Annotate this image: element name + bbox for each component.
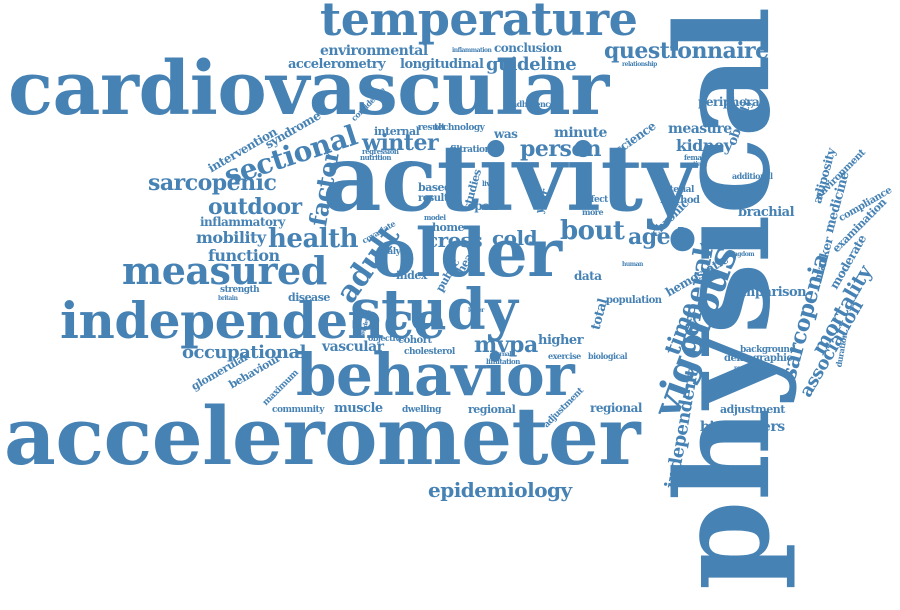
word-minute: minute xyxy=(554,125,607,141)
word-kingdom: kingdom xyxy=(728,251,755,258)
word-vigorous: comparison xyxy=(726,285,807,300)
word-older: older xyxy=(372,214,562,292)
word-measured: measured xyxy=(122,248,327,293)
word-home: home xyxy=(432,221,464,234)
word-objective: cohort xyxy=(398,335,432,346)
word-was: was xyxy=(494,127,518,141)
word-inflammation: inflammation xyxy=(452,47,492,54)
word-result2: result xyxy=(418,193,448,204)
word-variation: variation xyxy=(700,239,751,252)
word-analyse: analyse xyxy=(376,247,411,257)
word-outdoor: outdoor xyxy=(208,194,302,220)
word-muscle: regional xyxy=(468,403,516,416)
word-data: data xyxy=(574,269,602,283)
word-arterial: arterial xyxy=(660,185,694,195)
word-internal: internal xyxy=(374,125,420,138)
word-health: health xyxy=(268,224,359,254)
word-aged: aged xyxy=(628,224,686,250)
word-human: human xyxy=(622,261,643,268)
word-temperature: temperature xyxy=(320,0,638,46)
word-diurnal: exercise xyxy=(548,351,581,361)
word-strength: disease xyxy=(288,291,330,304)
word-evidence: objective xyxy=(368,333,404,343)
word-technology: technology xyxy=(434,123,485,133)
word-living: living xyxy=(482,179,502,188)
word-cold: cold xyxy=(492,226,538,250)
word-total: population xyxy=(606,295,662,306)
word-conclusion: conclusion xyxy=(494,41,562,55)
word-demographic: prospective xyxy=(734,365,768,372)
word-mvpa: higher xyxy=(538,333,584,348)
word-higher: vascular xyxy=(322,339,384,355)
word-nutrition: nutrition xyxy=(360,153,391,162)
word-independent: community xyxy=(272,405,324,415)
word-disease: study xyxy=(350,277,518,343)
word-community: dwelling xyxy=(402,405,441,415)
word-adjustment: adjustment xyxy=(720,403,785,416)
word-result: result xyxy=(418,123,445,133)
word-measure: measure xyxy=(668,121,732,137)
word-longitudinal: longitudinal xyxy=(400,57,484,72)
word-adherence: adherence xyxy=(512,99,555,109)
word-patient: patient xyxy=(686,161,707,168)
word-exercise: biological xyxy=(588,351,628,361)
word-winter: winter xyxy=(362,130,439,156)
word-duration: muscle xyxy=(334,401,383,416)
word-function: function xyxy=(208,246,280,265)
word-method: method xyxy=(660,195,700,206)
word-additional: additional xyxy=(732,171,773,181)
word-questionnaire: questionnaire xyxy=(604,38,769,64)
word-biological: background xyxy=(740,345,796,355)
word-prospective: occupational xyxy=(182,342,307,363)
word-sarcopenic: sarcopenic xyxy=(148,170,277,196)
word-regression: regression xyxy=(362,147,399,156)
word-index: index xyxy=(396,269,427,282)
word-maximum: limitation xyxy=(486,357,520,366)
word-britain: lower xyxy=(468,307,484,314)
word-environmental: environmental xyxy=(320,43,428,59)
word-association: independence xyxy=(60,291,445,350)
word-background: demographic xyxy=(724,353,793,364)
word-mobility: mobility xyxy=(196,228,266,247)
word-bout: bout xyxy=(560,216,625,246)
word-filtration: filtration xyxy=(450,145,491,155)
word-inflammatory: inflammatory xyxy=(200,215,285,229)
word-biomarkers: biomarkers xyxy=(700,419,785,435)
word-relationship: relationship xyxy=(622,61,657,68)
word-person: person xyxy=(520,136,602,162)
word-vascular: cholesterol xyxy=(404,347,455,357)
word-accelerometer: accelerometer xyxy=(4,389,641,483)
word-cohort: mvpa xyxy=(474,332,538,358)
word-more: more xyxy=(582,207,604,217)
word-cardiovascular: cardiovascular xyxy=(8,46,609,132)
word-behaviour: behavior xyxy=(296,341,575,409)
word-cholesterol: diurnal xyxy=(490,351,512,358)
word-accelerometry: accelerometry xyxy=(288,57,386,72)
word-activity: activity xyxy=(322,124,696,232)
word-cross: cross xyxy=(426,228,483,252)
word-peripheral: peripheral xyxy=(698,95,764,109)
word-regional: regional xyxy=(590,401,642,415)
word-guideline: guideline xyxy=(486,54,577,75)
word-comparison: britain xyxy=(218,295,238,302)
word-hemostatic: strength xyxy=(220,285,260,295)
word-based: based xyxy=(418,181,452,194)
word-epidemiology: epidemiology xyxy=(428,478,572,502)
word-kidney: kidney xyxy=(676,136,733,155)
word-female: female xyxy=(684,153,708,162)
word-effect: effect xyxy=(582,195,608,205)
word-brachial: brachial xyxy=(738,205,795,220)
word-spell: spell xyxy=(468,199,498,213)
word-model: model xyxy=(424,213,446,222)
